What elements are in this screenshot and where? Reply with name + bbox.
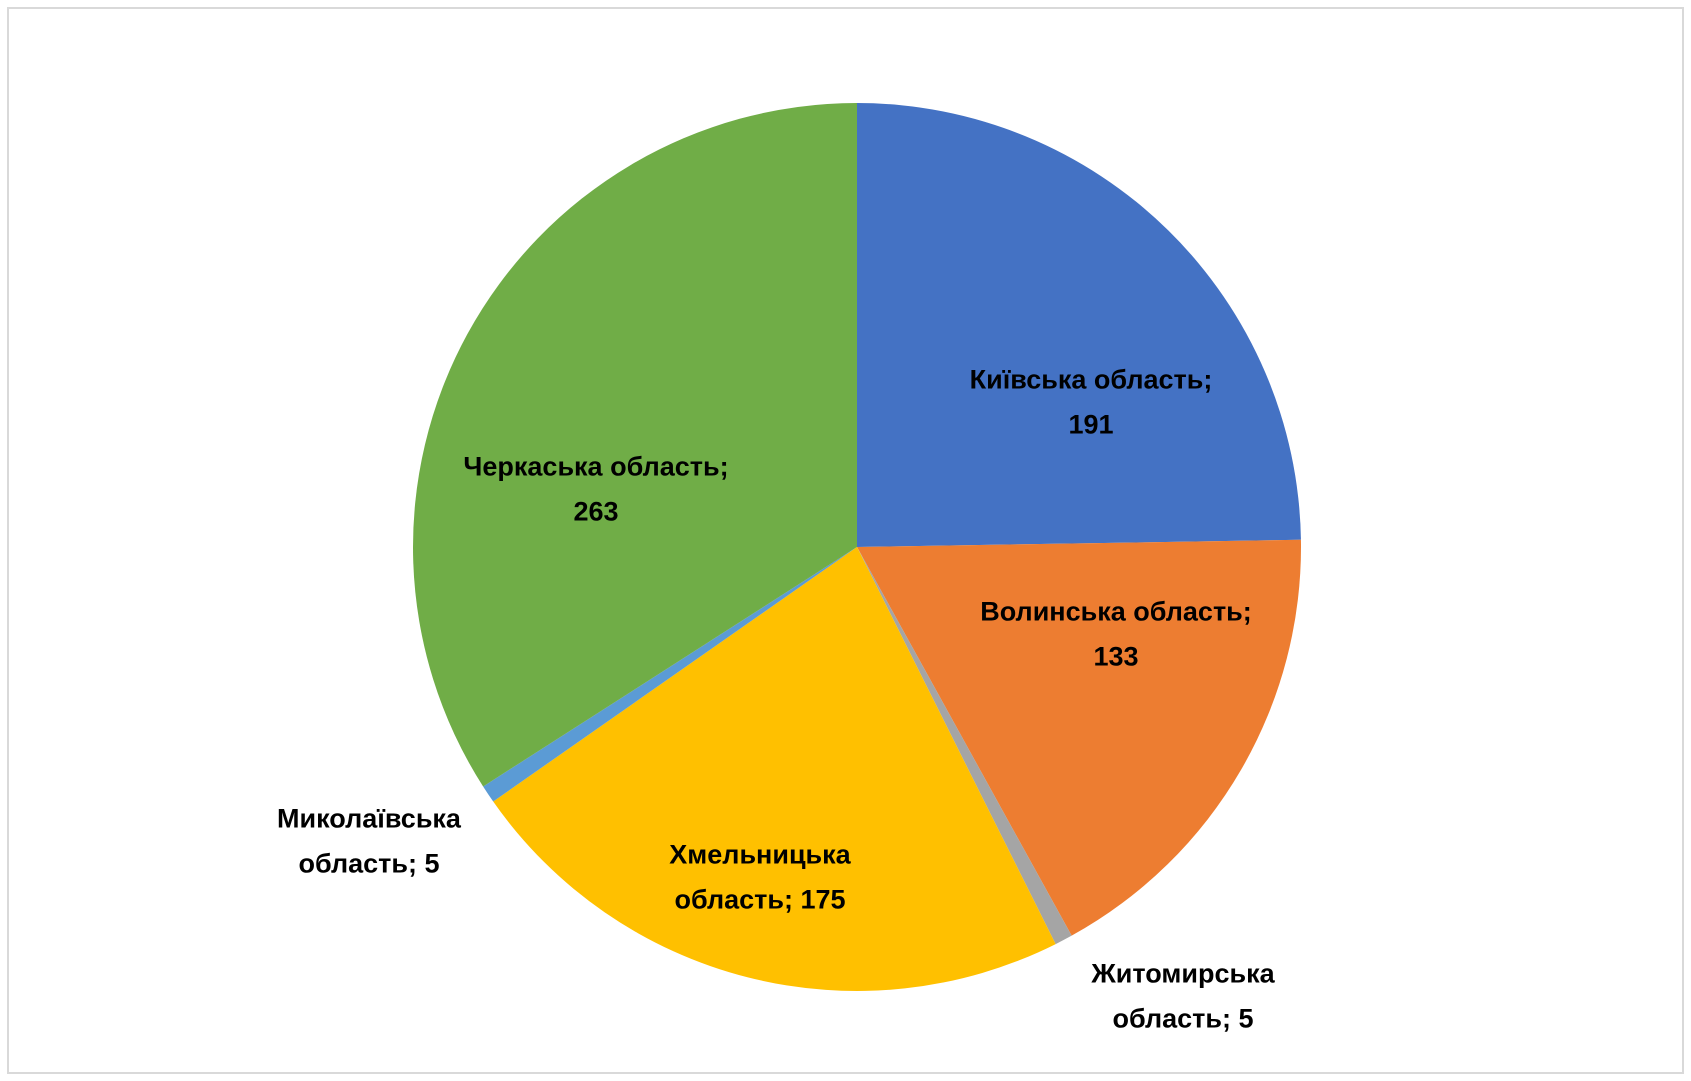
pie-slice (857, 547, 1072, 945)
pie-slice (413, 103, 857, 787)
data-label: Житомирська область; 5 (1090, 959, 1275, 1034)
data-label: Миколаївська область; 5 (277, 804, 462, 879)
data-label: Волинська область; 133 (980, 597, 1252, 672)
data-label: Хмельницька область; 175 (669, 840, 851, 915)
data-label: Черкаська область; 263 (463, 452, 728, 527)
pie-slice (857, 539, 1301, 936)
pie-slice (493, 547, 1056, 991)
pie-slice (857, 103, 1301, 547)
data-label: Київська область; 191 (970, 365, 1213, 440)
slices (413, 103, 1301, 991)
pie-slice (483, 547, 857, 802)
